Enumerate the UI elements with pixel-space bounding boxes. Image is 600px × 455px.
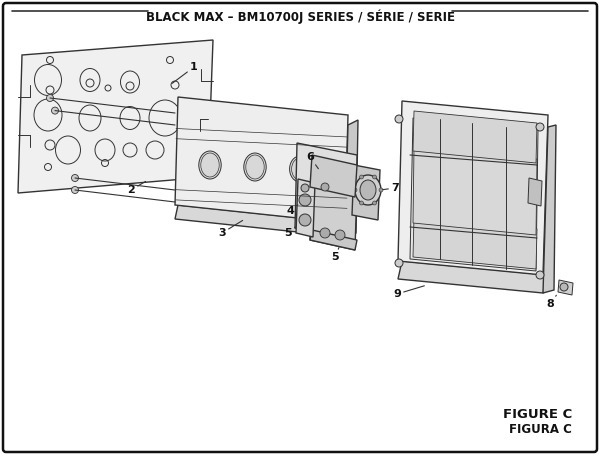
Circle shape [71, 175, 79, 182]
Polygon shape [528, 178, 542, 206]
Circle shape [373, 201, 377, 205]
Polygon shape [310, 230, 357, 250]
Polygon shape [295, 143, 357, 240]
Polygon shape [410, 118, 538, 271]
Text: 9: 9 [393, 286, 424, 299]
Text: 2: 2 [127, 182, 146, 195]
Polygon shape [398, 261, 548, 293]
Circle shape [560, 283, 568, 291]
Text: BLACK MAX – BM10700J SERIES / SÉRIE / SERIE: BLACK MAX – BM10700J SERIES / SÉRIE / SE… [146, 9, 455, 24]
Circle shape [359, 175, 364, 179]
Polygon shape [413, 217, 537, 269]
Circle shape [395, 115, 403, 123]
Text: 3: 3 [218, 220, 242, 238]
Polygon shape [175, 97, 348, 223]
Polygon shape [345, 120, 358, 237]
Circle shape [379, 188, 383, 192]
Ellipse shape [330, 160, 344, 178]
Circle shape [335, 230, 345, 240]
Polygon shape [175, 205, 348, 237]
Ellipse shape [199, 151, 221, 179]
Circle shape [299, 214, 311, 226]
Circle shape [71, 187, 79, 193]
Text: 6: 6 [306, 152, 319, 169]
Text: 4: 4 [286, 205, 298, 216]
Circle shape [373, 175, 377, 179]
Polygon shape [413, 111, 537, 163]
Text: 5: 5 [331, 248, 339, 262]
Text: 5: 5 [284, 227, 296, 238]
Circle shape [359, 201, 364, 205]
Polygon shape [413, 147, 537, 235]
Circle shape [52, 107, 59, 114]
Circle shape [353, 188, 357, 192]
Ellipse shape [244, 153, 266, 181]
Polygon shape [310, 155, 357, 197]
Ellipse shape [360, 180, 376, 200]
Circle shape [395, 259, 403, 267]
Ellipse shape [355, 175, 381, 205]
Polygon shape [398, 101, 548, 275]
Polygon shape [558, 280, 573, 295]
Text: 1: 1 [172, 62, 198, 83]
Circle shape [299, 194, 311, 206]
Polygon shape [543, 125, 556, 293]
Circle shape [536, 271, 544, 279]
Polygon shape [310, 175, 357, 250]
Circle shape [47, 95, 53, 101]
Circle shape [536, 123, 544, 131]
Circle shape [320, 228, 330, 238]
Ellipse shape [290, 156, 310, 182]
Text: FIGURE C: FIGURE C [503, 408, 572, 421]
Circle shape [301, 184, 309, 192]
Text: 8: 8 [546, 295, 556, 309]
Text: FIGURA C: FIGURA C [509, 423, 572, 436]
Polygon shape [296, 179, 315, 237]
Text: 7: 7 [383, 183, 399, 193]
Polygon shape [352, 165, 380, 220]
Polygon shape [18, 40, 213, 193]
Circle shape [321, 183, 329, 191]
